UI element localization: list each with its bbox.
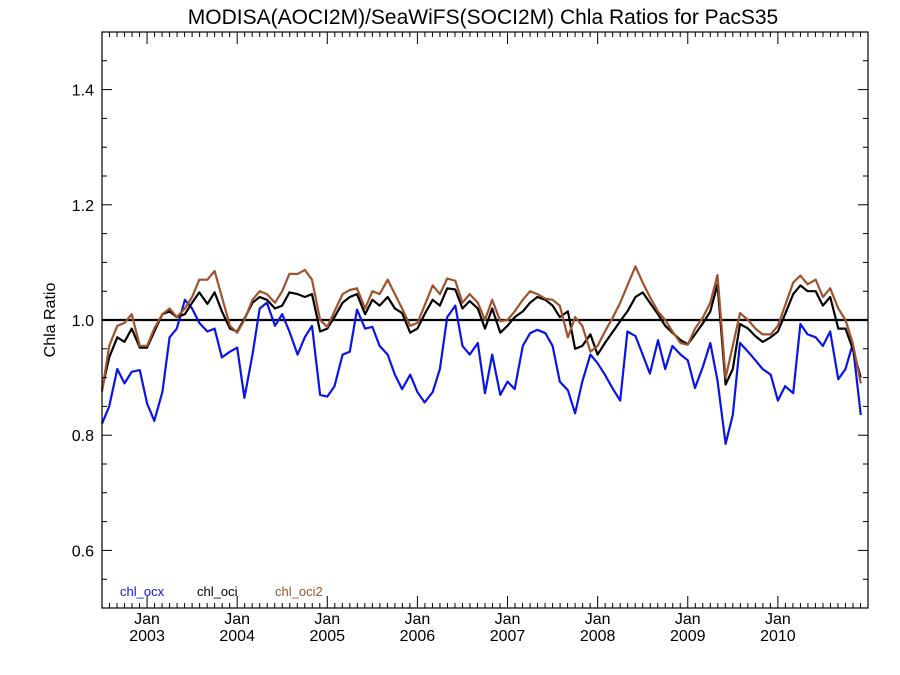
axes: 0.60.81.01.21.4Jan2003Jan2004Jan2005Jan2… — [72, 31, 869, 645]
x-tick-label-month: Jan — [675, 611, 701, 628]
x-tick-label-year: 2004 — [219, 628, 255, 645]
y-tick-label: 1.4 — [72, 83, 94, 100]
x-tick-label-year: 2009 — [670, 628, 706, 645]
x-tick-label-month: Jan — [495, 611, 521, 628]
y-tick-label: 1.2 — [72, 198, 94, 215]
legend-label-chl-oci2: chl_oci2 — [275, 584, 323, 599]
series-line-chl-oci2 — [100, 265, 862, 393]
x-tick-label-year: 2007 — [490, 628, 526, 645]
x-tick-label-month: Jan — [585, 611, 611, 628]
x-tick-label-month: Jan — [405, 611, 431, 628]
legend-label-chl-oci: chl_oci — [197, 584, 238, 599]
x-tick-label-year: 2010 — [760, 628, 796, 645]
x-tick-label-year: 2006 — [400, 628, 436, 645]
series-line-chl-ocx — [100, 298, 862, 445]
series-lines — [100, 265, 862, 445]
x-tick-label-year: 2008 — [580, 628, 616, 645]
x-tick-label-month: Jan — [765, 611, 791, 628]
y-tick-label: 1.0 — [72, 313, 94, 330]
x-tick-label-month: Jan — [134, 611, 160, 628]
y-tick-label: 0.8 — [72, 428, 94, 445]
legend: chl_ocx chl_oci chl_oci2 — [120, 584, 323, 599]
y-axis-label: Chla Ratio — [42, 283, 59, 358]
x-tick-label-month: Jan — [224, 611, 250, 628]
legend-label-chl-ocx: chl_ocx — [120, 584, 165, 599]
y-tick-label: 0.6 — [72, 543, 94, 560]
x-tick-label-year: 2003 — [129, 628, 165, 645]
x-tick-label-month: Jan — [314, 611, 340, 628]
series-line-chl-oci — [100, 283, 862, 390]
chart-title: MODISA(AOCI2M)/SeaWiFS(SOCI2M) Chla Rati… — [188, 6, 778, 29]
x-tick-label-year: 2005 — [309, 628, 345, 645]
